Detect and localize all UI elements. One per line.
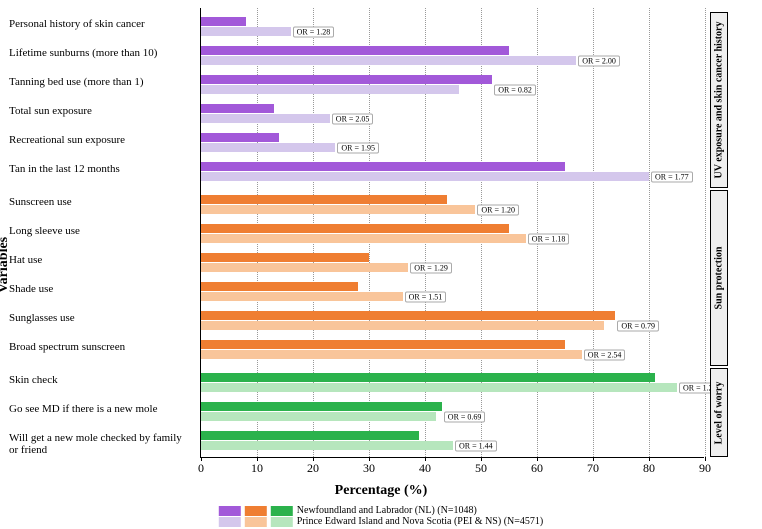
- bar-nl: [201, 402, 442, 411]
- bar-nl: [201, 311, 615, 320]
- swatch-orange-dark-icon: [245, 506, 267, 516]
- legend-row-peins: Prince Edward Island and Nova Scotia (PE…: [219, 516, 543, 527]
- section-label: Level of worry: [714, 381, 725, 444]
- or-value: OR = 2.54: [584, 349, 626, 360]
- chart-container: Variables 0102030405060708090Personal hi…: [0, 0, 762, 529]
- or-value: OR = 1.95: [337, 142, 379, 153]
- bar-peins: [201, 85, 459, 94]
- bar-nl: [201, 373, 655, 382]
- bar-peins: [201, 172, 649, 181]
- bar-peins: [201, 350, 582, 359]
- bar-nl: [201, 133, 279, 142]
- bar-peins: [201, 263, 408, 272]
- bar-peins: [201, 205, 475, 214]
- x-tick-label: 40: [419, 461, 431, 476]
- bar-nl: [201, 431, 419, 440]
- or-value: OR = 2.05: [332, 113, 374, 124]
- or-value: OR = 0.69: [444, 411, 486, 422]
- x-tick-label: 80: [643, 461, 655, 476]
- or-value: OR = 1.44: [455, 440, 497, 451]
- x-tick-label: 10: [251, 461, 263, 476]
- x-tick-label: 70: [587, 461, 599, 476]
- x-tick-label: 90: [699, 461, 711, 476]
- section-bar: Sun protection: [710, 190, 728, 366]
- swatch-orange-light-icon: [245, 517, 267, 527]
- row-label: Total sun exposure: [9, 105, 189, 118]
- row-label: Lifetime sunburns (more than 10): [9, 47, 189, 60]
- bar-peins: [201, 292, 403, 301]
- row-label: Recreational sun exposure: [9, 134, 189, 147]
- bar-peins: [201, 143, 335, 152]
- bar-nl: [201, 253, 369, 262]
- x-tick-label: 60: [531, 461, 543, 476]
- or-value: OR = 1.20: [477, 204, 519, 215]
- row-label: Tan in the last 12 months: [9, 163, 189, 176]
- bar-peins: [201, 412, 436, 421]
- x-axis-label: Percentage (%): [335, 483, 428, 499]
- swatch-purple-light-icon: [219, 517, 241, 527]
- bar-peins: [201, 383, 677, 392]
- or-value: OR = 1.29: [410, 262, 452, 273]
- bar-peins: [201, 321, 604, 330]
- row-label: Skin check: [9, 374, 189, 387]
- bar-nl: [201, 46, 509, 55]
- row-label: Long sleeve use: [9, 225, 189, 238]
- bar-nl: [201, 195, 447, 204]
- row-label: Shade use: [9, 283, 189, 296]
- swatch-green-dark-icon: [271, 506, 293, 516]
- row-label: Hat use: [9, 254, 189, 267]
- bar-peins: [201, 27, 291, 36]
- x-tick-label: 30: [363, 461, 375, 476]
- bar-peins: [201, 441, 453, 450]
- or-value: OR = 2.00: [578, 55, 620, 66]
- bar-peins: [201, 114, 330, 123]
- row-label: Broad spectrum sunscreen: [9, 341, 189, 354]
- x-tick-label: 0: [198, 461, 204, 476]
- section-bar: UV exposure and skin cancer history: [710, 12, 728, 188]
- bar-peins: [201, 56, 576, 65]
- bar-nl: [201, 340, 565, 349]
- section-bar: Level of worry: [710, 368, 728, 457]
- row-label: Sunscreen use: [9, 196, 189, 209]
- bar-nl: [201, 162, 565, 171]
- swatch-purple-dark-icon: [219, 506, 241, 516]
- or-value: OR = 1.51: [405, 291, 447, 302]
- legend-row-nl: Newfoundland and Labrador (NL) (N=1048): [219, 505, 543, 516]
- bar-nl: [201, 104, 274, 113]
- row-label: Will get a new mole checked by family or…: [9, 432, 189, 457]
- row-label: Sunglasses use: [9, 312, 189, 325]
- x-tick-label: 20: [307, 461, 319, 476]
- legend: Newfoundland and Labrador (NL) (N=1048) …: [219, 505, 543, 527]
- or-value: OR = 0.82: [494, 84, 536, 95]
- plot-area: 0102030405060708090Personal history of s…: [200, 8, 704, 458]
- row-label: Go see MD if there is a new mole: [9, 403, 189, 416]
- or-value: OR = 1.18: [528, 233, 570, 244]
- bar-nl: [201, 224, 509, 233]
- section-label: UV exposure and skin cancer history: [714, 22, 725, 179]
- legend-peins-label: Prince Edward Island and Nova Scotia (PE…: [297, 516, 543, 527]
- bar-nl: [201, 75, 492, 84]
- bar-peins: [201, 234, 526, 243]
- bar-nl: [201, 282, 358, 291]
- or-value: OR = 1.77: [651, 171, 693, 182]
- legend-nl-label: Newfoundland and Labrador (NL) (N=1048): [297, 505, 477, 516]
- section-label: Sun protection: [714, 247, 725, 310]
- x-tick-label: 50: [475, 461, 487, 476]
- row-label: Tanning bed use (more than 1): [9, 76, 189, 89]
- row-label: Personal history of skin cancer: [9, 18, 189, 31]
- or-value: OR = 1.28: [293, 26, 335, 37]
- bar-nl: [201, 17, 246, 26]
- swatch-green-light-icon: [271, 517, 293, 527]
- or-value: OR = 0.79: [617, 320, 659, 331]
